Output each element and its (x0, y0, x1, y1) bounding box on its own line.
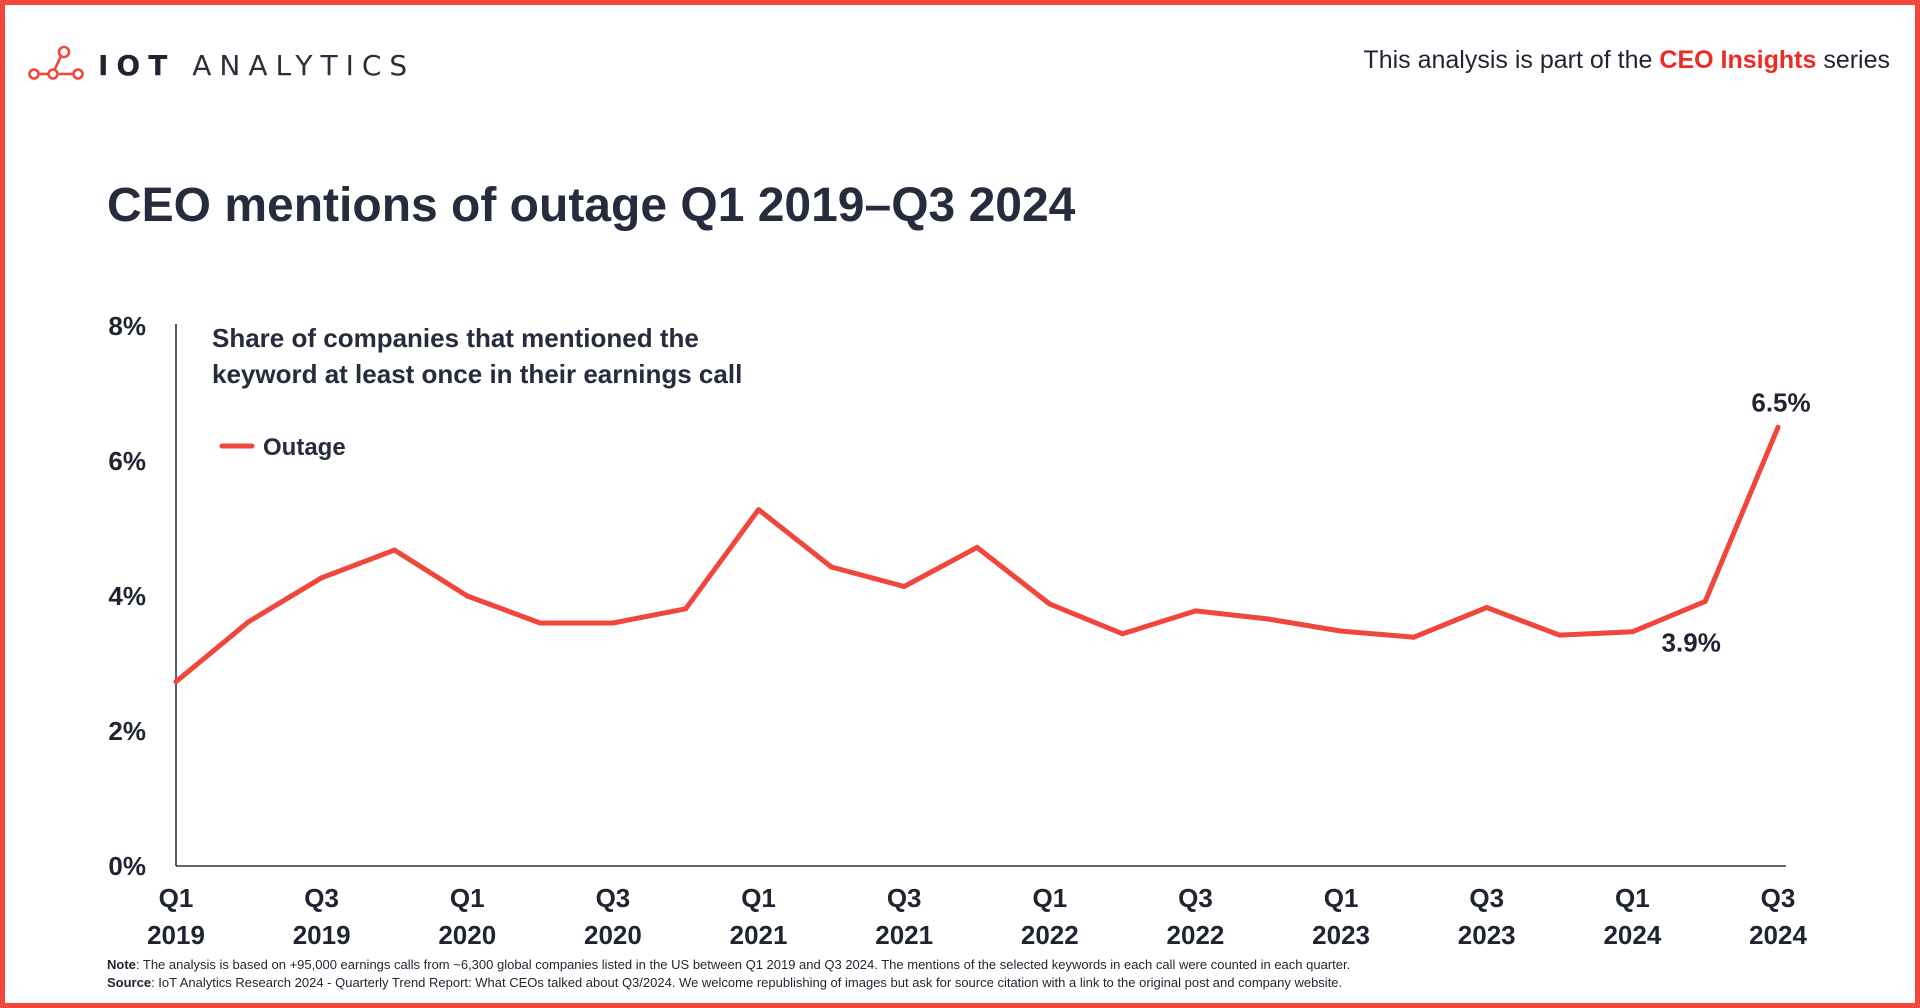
chart-subtitle-line: keyword at least once in their earnings … (212, 359, 742, 389)
series-note: This analysis is part of the CEO Insight… (1363, 46, 1890, 75)
data-point (246, 619, 252, 625)
data-point (1557, 632, 1563, 638)
data-point (1047, 601, 1053, 607)
x-tick-quarter: Q1 (159, 883, 194, 913)
data-point (464, 593, 470, 599)
x-tick-quarter: Q3 (1178, 883, 1213, 913)
data-point (391, 547, 397, 553)
data-point (319, 575, 325, 581)
page-title: CEO mentions of outage Q1 2019–Q3 2024 (107, 179, 1076, 232)
data-point (828, 564, 834, 570)
x-tick-year: 2023 (1312, 920, 1370, 950)
network-nodes-icon (28, 45, 84, 80)
x-tick-quarter: Q3 (887, 883, 922, 913)
legend-label-outage: Outage (263, 434, 346, 461)
x-tick-quarter: Q3 (1761, 883, 1796, 913)
x-tick-year: 2019 (147, 920, 205, 950)
data-point (1265, 616, 1271, 622)
data-point (756, 507, 762, 513)
data-point (1702, 598, 1708, 604)
series-line-outage (173, 424, 1781, 685)
x-tick-year: 2022 (1021, 920, 1079, 950)
x-tick-quarter: Q1 (1032, 883, 1067, 913)
logo-wordmark: IOT ANALYTICS (98, 49, 415, 82)
x-tick-quarter: Q1 (1324, 883, 1359, 913)
x-tick-year: 2024 (1749, 920, 1807, 950)
x-tick-year: 2021 (875, 920, 933, 950)
x-tick-quarter: Q3 (596, 883, 631, 913)
footnote: Note: The analysis is based on +95,000 e… (107, 956, 1350, 992)
data-point (610, 620, 616, 626)
x-tick-quarter: Q1 (741, 883, 776, 913)
data-label: 3.9% (1662, 627, 1721, 657)
source-label: Source (107, 975, 152, 990)
x-tick-year: 2020 (584, 920, 642, 950)
data-point (683, 606, 689, 612)
x-tick-year: 2020 (438, 920, 496, 950)
series-name: CEO Insights (1659, 46, 1817, 74)
x-tick-year: 2024 (1603, 920, 1661, 950)
data-point (1192, 608, 1198, 614)
y-tick-label: 6% (108, 446, 146, 476)
data-point (1484, 604, 1490, 610)
y-tick-label: 4% (108, 581, 146, 611)
source-line: Source: IoT Analytics Research 2024 - Qu… (107, 974, 1350, 992)
data-point (901, 584, 907, 590)
source-text: : IoT Analytics Research 2024 - Quarterl… (151, 975, 1343, 990)
x-tick-quarter: Q1 (450, 883, 485, 913)
data-point (1775, 424, 1781, 430)
x-tick-year: 2022 (1167, 920, 1225, 950)
data-label: 6.5% (1751, 387, 1810, 417)
chart-subtitle-line: Share of companies that mentioned the (212, 323, 699, 353)
data-point (537, 620, 543, 626)
note-line: Note: The analysis is based on +95,000 e… (107, 956, 1350, 974)
iot-analytics-logo: IOT ANALYTICS (28, 40, 415, 90)
x-tick-year: 2019 (293, 920, 351, 950)
note-text: : The analysis is based on +95,000 earni… (135, 957, 1351, 972)
x-tick-year: 2023 (1458, 920, 1516, 950)
series-suffix: series (1823, 46, 1890, 74)
series-prefix: This analysis is part of the (1363, 46, 1653, 74)
x-tick-quarter: Q3 (304, 883, 339, 913)
logo-text-iot: IOT (98, 48, 176, 82)
data-point (173, 679, 179, 685)
data-point (1120, 631, 1126, 637)
y-tick-label: 0% (108, 851, 146, 881)
y-tick-label: 8% (108, 311, 146, 341)
x-tick-quarter: Q3 (1469, 883, 1504, 913)
logo-text-analytics: ANALYTICS (192, 48, 416, 82)
data-point (1411, 634, 1417, 640)
y-tick-label: 2% (108, 716, 146, 746)
data-point (1338, 628, 1344, 634)
data-point (1629, 629, 1635, 635)
data-point (974, 544, 980, 550)
x-tick-quarter: Q1 (1615, 883, 1650, 913)
x-tick-year: 2021 (730, 920, 788, 950)
note-label: Note (107, 957, 136, 972)
